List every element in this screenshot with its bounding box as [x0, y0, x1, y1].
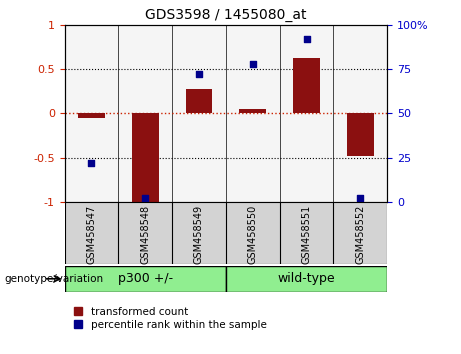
Legend: transformed count, percentile rank within the sample: transformed count, percentile rank withi… — [70, 303, 271, 334]
Point — [195, 72, 203, 77]
Bar — [293, 58, 320, 113]
Text: GSM458551: GSM458551 — [301, 205, 312, 264]
Text: GSM458552: GSM458552 — [355, 205, 366, 264]
Text: wild-type: wild-type — [278, 272, 335, 285]
Text: GSM458548: GSM458548 — [140, 205, 150, 264]
Point — [249, 61, 256, 67]
Text: GSM458547: GSM458547 — [86, 205, 96, 264]
Bar — [185, 88, 213, 113]
Title: GDS3598 / 1455080_at: GDS3598 / 1455080_at — [145, 8, 307, 22]
Text: GSM458549: GSM458549 — [194, 205, 204, 264]
Text: GSM458550: GSM458550 — [248, 205, 258, 264]
Text: genotype/variation: genotype/variation — [5, 274, 104, 284]
Point — [142, 195, 149, 201]
Bar — [239, 109, 266, 113]
Point — [303, 36, 310, 42]
Bar — [226, 266, 387, 292]
Point — [357, 195, 364, 201]
Bar — [65, 266, 226, 292]
Text: p300 +/-: p300 +/- — [118, 272, 173, 285]
Bar — [78, 113, 105, 118]
Point — [88, 160, 95, 166]
Bar — [347, 113, 374, 156]
Bar — [132, 113, 159, 202]
